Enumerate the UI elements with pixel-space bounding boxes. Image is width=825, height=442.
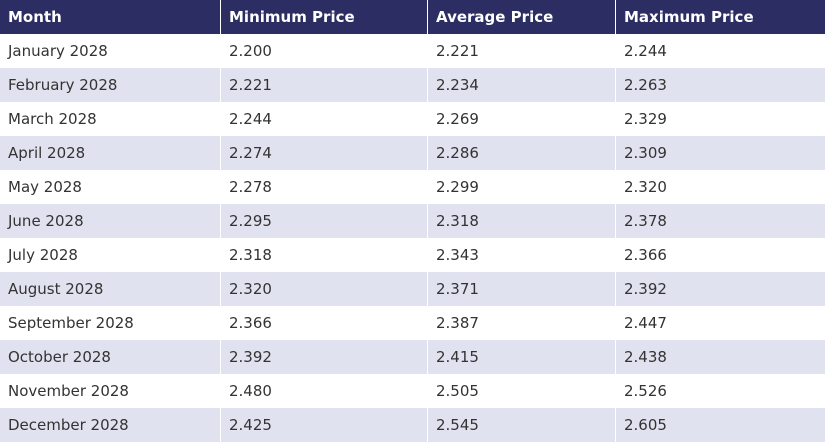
cell-minimum-price: 2.320 [221, 272, 428, 306]
cell-month: November 2028 [0, 374, 221, 408]
cell-average-price: 2.545 [428, 408, 616, 442]
table-row: December 2028 2.425 2.545 2.605 [0, 408, 825, 442]
cell-minimum-price: 2.366 [221, 306, 428, 340]
cell-month: January 2028 [0, 34, 221, 68]
header-row: Month Minimum Price Average Price Maximu… [0, 0, 825, 34]
cell-average-price: 2.387 [428, 306, 616, 340]
cell-month: April 2028 [0, 136, 221, 170]
table-row: February 2028 2.221 2.234 2.263 [0, 68, 825, 102]
cell-minimum-price: 2.200 [221, 34, 428, 68]
cell-maximum-price: 2.392 [616, 272, 825, 306]
cell-minimum-price: 2.278 [221, 170, 428, 204]
cell-average-price: 2.299 [428, 170, 616, 204]
cell-minimum-price: 2.318 [221, 238, 428, 272]
cell-maximum-price: 2.447 [616, 306, 825, 340]
cell-month: June 2028 [0, 204, 221, 238]
cell-minimum-price: 2.425 [221, 408, 428, 442]
cell-month: February 2028 [0, 68, 221, 102]
cell-average-price: 2.505 [428, 374, 616, 408]
cell-average-price: 2.371 [428, 272, 616, 306]
cell-maximum-price: 2.263 [616, 68, 825, 102]
table-row: May 2028 2.278 2.299 2.320 [0, 170, 825, 204]
cell-average-price: 2.221 [428, 34, 616, 68]
cell-month: September 2028 [0, 306, 221, 340]
cell-month: July 2028 [0, 238, 221, 272]
cell-maximum-price: 2.378 [616, 204, 825, 238]
header-average-price: Average Price [428, 0, 616, 34]
cell-month: March 2028 [0, 102, 221, 136]
cell-maximum-price: 2.605 [616, 408, 825, 442]
cell-maximum-price: 2.438 [616, 340, 825, 374]
header-maximum-price: Maximum Price [616, 0, 825, 34]
cell-average-price: 2.234 [428, 68, 616, 102]
cell-maximum-price: 2.320 [616, 170, 825, 204]
table-row: June 2028 2.295 2.318 2.378 [0, 204, 825, 238]
cell-minimum-price: 2.274 [221, 136, 428, 170]
header-minimum-price: Minimum Price [221, 0, 428, 34]
table-row: August 2028 2.320 2.371 2.392 [0, 272, 825, 306]
cell-minimum-price: 2.295 [221, 204, 428, 238]
cell-average-price: 2.415 [428, 340, 616, 374]
table-header: Month Minimum Price Average Price Maximu… [0, 0, 825, 34]
table-row: January 2028 2.200 2.221 2.244 [0, 34, 825, 68]
cell-average-price: 2.343 [428, 238, 616, 272]
table-row: July 2028 2.318 2.343 2.366 [0, 238, 825, 272]
cell-month: August 2028 [0, 272, 221, 306]
header-month: Month [0, 0, 221, 34]
cell-minimum-price: 2.221 [221, 68, 428, 102]
cell-maximum-price: 2.244 [616, 34, 825, 68]
cell-average-price: 2.318 [428, 204, 616, 238]
cell-month: December 2028 [0, 408, 221, 442]
cell-minimum-price: 2.392 [221, 340, 428, 374]
table-row: November 2028 2.480 2.505 2.526 [0, 374, 825, 408]
cell-month: October 2028 [0, 340, 221, 374]
table-body: January 2028 2.200 2.221 2.244 February 2028… [0, 34, 825, 442]
table-row: March 2028 2.244 2.269 2.329 [0, 102, 825, 136]
cell-average-price: 2.269 [428, 102, 616, 136]
cell-maximum-price: 2.366 [616, 238, 825, 272]
cell-month: May 2028 [0, 170, 221, 204]
cell-minimum-price: 2.480 [221, 374, 428, 408]
cell-average-price: 2.286 [428, 136, 616, 170]
table-row: April 2028 2.274 2.286 2.309 [0, 136, 825, 170]
cell-maximum-price: 2.526 [616, 374, 825, 408]
cell-maximum-price: 2.309 [616, 136, 825, 170]
table-row: October 2028 2.392 2.415 2.438 [0, 340, 825, 374]
cell-minimum-price: 2.244 [221, 102, 428, 136]
cell-maximum-price: 2.329 [616, 102, 825, 136]
table-row: September 2028 2.366 2.387 2.447 [0, 306, 825, 340]
